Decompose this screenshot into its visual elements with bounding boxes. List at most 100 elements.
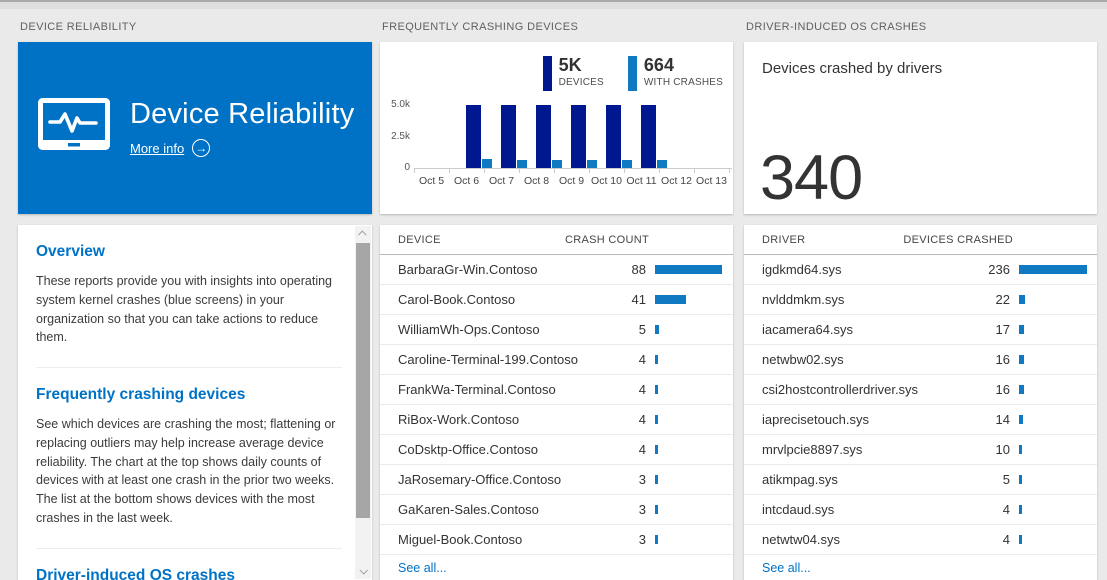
row-count-bar [655,535,658,544]
see-all-devices-link[interactable]: See all... [398,561,447,575]
row-name-cell: WilliamWh-Ops.Contoso [398,322,540,337]
bar-pair[interactable] [606,105,632,168]
section-header-driver-crashes: DRIVER-INDUCED OS CRASHES [746,21,927,33]
row-count-bar [655,355,658,364]
table-row[interactable]: nvlddmkm.sys 22 [744,285,1097,315]
row-name-cell: FrankWa-Terminal.Contoso [398,382,556,397]
window-top-strip [0,0,1107,9]
table-row[interactable]: RiBox-Work.Contoso 4 [380,405,733,435]
devices-bar[interactable] [571,105,586,168]
x-tick-label: Oct 11 [626,175,657,187]
x-tick-mark [624,169,625,173]
section-header-frequently-crashing: FREQUENTLY CRASHING DEVICES [382,21,579,33]
chart-slot [484,105,527,168]
section-header-device-reliability: DEVICE RELIABILITY [20,21,137,33]
column-driver-crashes: DRIVER-INDUCED OS CRASHES Devices crashe… [744,0,1097,580]
bar-pair[interactable] [501,105,527,168]
chart-slot [589,105,632,168]
row-name-cell: igdkmd64.sys [762,262,842,277]
scrollbar-thumb[interactable] [356,243,370,518]
with-crashes-bar[interactable] [622,160,632,168]
chart-slot [694,105,729,168]
row-count-cell: 4 [1002,502,1010,517]
table-row[interactable]: WilliamWh-Ops.Contoso 5 [380,315,733,345]
x-tick-mark [659,169,660,173]
with-crashes-bar[interactable] [657,160,667,168]
table-row[interactable]: Miguel-Book.Contoso 3 [380,525,733,555]
table-row[interactable]: igdkmd64.sys 236 [744,255,1097,285]
reliability-info-panel: Overview These reports provide you with i… [18,225,372,580]
device-crash-table-card: DEVICE CRASH COUNT BarbaraGr-Win.Contoso… [380,225,733,580]
table-row[interactable]: mrvlpcie8897.sys 10 [744,435,1097,465]
chart-x-labels: Oct 5 Oct 6 Oct 7 Oct 8 Oct 9 Oct 10 Oct 11 Oct… [414,175,729,187]
bar-pair[interactable] [466,105,492,168]
table-row[interactable]: CoDsktp-Office.Contoso 4 [380,435,733,465]
bar-pair[interactable] [536,105,562,168]
row-name-cell: iaprecisetouch.sys [762,412,869,427]
row-name-cell: iacamera64.sys [762,322,854,337]
devices-bar[interactable] [466,105,481,168]
table-row[interactable]: Carol-Book.Contoso 41 [380,285,733,315]
column-frequently-crashing: FREQUENTLY CRASHING DEVICES 5K DEVICES 6… [380,0,733,580]
row-count-cell: 4 [638,412,646,427]
legend-item-devices: 5K DEVICES [542,56,604,91]
row-name-cell: GaKaren-Sales.Contoso [398,502,539,517]
table-row[interactable]: Caroline-Terminal-199.Contoso 4 [380,345,733,375]
row-bar-box [655,535,733,544]
table-row[interactable]: GaKaren-Sales.Contoso 3 [380,495,733,525]
row-count-cell: 4 [638,382,646,397]
row-count-cell: 14 [995,412,1010,427]
row-bar-box [1019,265,1097,274]
devices-bar[interactable] [536,105,551,168]
more-info-link[interactable]: More info → [130,139,354,158]
devices-bar[interactable] [501,105,516,168]
devices-crashed-summary-card[interactable]: Devices crashed by drivers 340 [744,42,1097,214]
row-count-cell: 41 [631,292,646,307]
see-all-drivers-link[interactable]: See all... [762,561,811,575]
device-reliability-tile[interactable]: Device Reliability More info → [18,42,372,214]
row-bar-box [1019,535,1097,544]
row-count-bar [1019,295,1025,304]
table-row[interactable]: FrankWa-Terminal.Contoso 4 [380,375,733,405]
row-bar-box [1019,505,1097,514]
table-row[interactable]: intcdaud.sys 4 [744,495,1097,525]
row-count-bar [1019,355,1024,364]
table-row[interactable]: BarbaraGr-Win.Contoso 88 [380,255,733,285]
table-row[interactable]: JaRosemary-Office.Contoso 3 [380,465,733,495]
table-row[interactable]: netwtw04.sys 4 [744,525,1097,555]
crash-trend-chart-card[interactable]: 5K DEVICES 664 WITH CRASHES 5.0k 2.5k 0 Oc… [380,42,733,214]
row-count-cell: 5 [1002,472,1010,487]
row-count-bar [655,295,686,304]
with-crashes-bar[interactable] [482,159,492,168]
devices-bar[interactable] [606,105,621,168]
row-name-cell: CoDsktp-Office.Contoso [398,442,538,457]
row-count-cell: 5 [638,322,646,337]
with-crashes-bar[interactable] [517,160,527,168]
table-row[interactable]: iaprecisetouch.sys 14 [744,405,1097,435]
with-crashes-bar[interactable] [587,160,597,168]
with-crashes-bar[interactable] [552,160,562,168]
table-row[interactable]: atikmpag.sys 5 [744,465,1097,495]
row-count-bar [655,385,658,394]
chart-x-axis [414,168,732,169]
scrollbar-down-button[interactable] [355,563,371,579]
row-name-cell: mrvlpcie8897.sys [762,442,863,457]
daily-crash-bar-chart[interactable]: 5.0k 2.5k 0 Oct 5 Oct 6 Oct 7 Oct 8 Oct 9 Oct 1… [380,42,733,214]
row-count-cell: 17 [995,322,1010,337]
x-tick-label: Oct 13 [696,175,727,187]
monitor-pulse-icon [38,97,110,159]
y-tick-label: 5.0k [391,99,410,110]
bar-pair[interactable] [571,105,597,168]
row-count-cell: 22 [995,292,1010,307]
table-row[interactable]: iacamera64.sys 17 [744,315,1097,345]
driver-crash-table-card: DRIVER DEVICES CRASHED igdkmd64.sys 236 nv… [744,225,1097,580]
devices-bar[interactable] [641,105,656,168]
table-row[interactable]: netwbw02.sys 16 [744,345,1097,375]
panel-scrollbar[interactable] [355,226,371,579]
table-row[interactable]: csi2hostcontrollerdriver.sys 16 [744,375,1097,405]
bar-pair[interactable] [641,105,667,168]
x-tick-mark [589,169,590,173]
row-count-cell: 10 [995,442,1010,457]
scrollbar-up-button[interactable] [355,226,371,242]
chart-plot [414,105,729,168]
